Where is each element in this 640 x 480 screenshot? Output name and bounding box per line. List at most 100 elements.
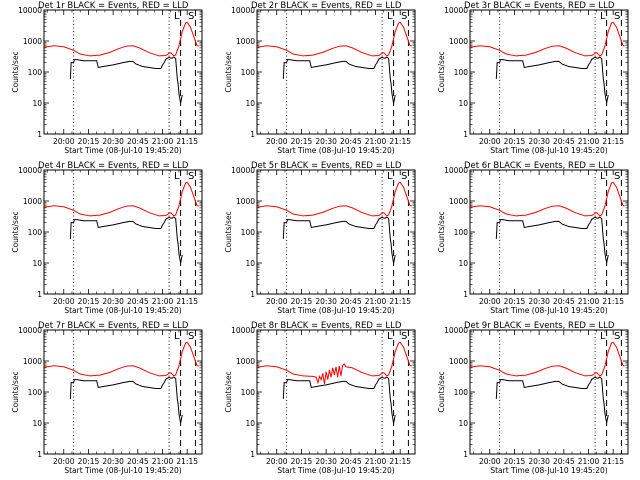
x-tick-label: 20:15: [291, 457, 313, 466]
y-tick-label: 10: [245, 99, 255, 108]
panel-title: Det 9r BLACK = Events, RED = LLD: [464, 321, 615, 331]
y-tick-label: 10: [458, 259, 468, 268]
events-series-line: [495, 216, 609, 264]
x-tick-label: 21:15: [389, 457, 411, 466]
y-tick-label: 10000: [444, 166, 468, 175]
y-tick-label: 1: [37, 450, 42, 459]
x-tick-label: 20:15: [78, 457, 100, 466]
y-tick-label: 1000: [449, 357, 468, 366]
x-tick-label: 20:00: [479, 137, 501, 146]
x-tick-label: 21:00: [152, 297, 174, 306]
x-tick-label: 21:00: [578, 297, 600, 306]
x-tick-label: 20:00: [53, 137, 75, 146]
plot-frame: [469, 9, 629, 135]
y-axis-label: Counts/sec: [11, 371, 20, 412]
x-tick-label: 21:15: [389, 297, 411, 306]
x-tick-label: 20:15: [504, 457, 526, 466]
lld-series-line: [44, 341, 199, 377]
y-axis-label: Counts/sec: [11, 51, 20, 92]
x-tick-label: 20:00: [53, 297, 75, 306]
y-tick-label: 1: [37, 130, 42, 139]
x-axis-label: Start Time (08-Jul-10 19:45:20): [64, 146, 181, 155]
dashed-marker-label: L: [174, 331, 180, 342]
panel-det-3r: Det 3r BLACK = Events, RED = LLD 1 10 100 10…: [437, 1, 629, 155]
y-tick-label: 100: [28, 68, 43, 77]
x-tick-label: 20:00: [266, 137, 288, 146]
dashed-marker-label: L: [387, 11, 393, 22]
lld-series-line: [470, 21, 625, 57]
x-tick-label: 20:30: [102, 297, 124, 306]
x-tick-label: 21:00: [365, 297, 387, 306]
y-axis-label: Counts/sec: [437, 51, 446, 92]
y-tick-label: 1: [37, 290, 42, 299]
y-tick-label: 100: [241, 68, 256, 77]
x-axis-label: Start Time (08-Jul-10 19:45:20): [64, 306, 181, 315]
y-tick-label: 1000: [23, 37, 42, 46]
dashed-marker-label: S: [188, 171, 194, 182]
x-tick-label: 21:00: [365, 457, 387, 466]
panel-det-2r: Det 2r BLACK = Events, RED = LLD 1 10 100 10…: [224, 1, 416, 155]
y-tick-label: 1000: [236, 357, 255, 366]
y-tick-label: 1: [463, 450, 468, 459]
x-tick-label: 20:15: [291, 137, 313, 146]
y-tick-label: 10000: [18, 6, 42, 15]
dashed-marker-label: S: [614, 331, 620, 342]
panel-det-5r: Det 5r BLACK = Events, RED = LLD 1 10 100 10…: [224, 161, 416, 315]
y-tick-label: 1: [250, 130, 255, 139]
lld-series-line: [257, 341, 412, 385]
events-series-line: [282, 376, 396, 424]
panel-det-4r: Det 4r BLACK = Events, RED = LLD 1 10 100 10…: [11, 161, 203, 315]
events-series-line: [69, 56, 183, 104]
y-tick-label: 100: [28, 228, 43, 237]
x-tick-label: 20:30: [315, 297, 337, 306]
lld-series-line: [257, 21, 412, 57]
y-tick-label: 1000: [23, 357, 42, 366]
y-tick-label: 10000: [444, 326, 468, 335]
y-tick-label: 10: [32, 99, 42, 108]
x-tick-label: 20:15: [504, 137, 526, 146]
dashed-marker-label: S: [614, 11, 620, 22]
x-tick-label: 21:15: [389, 137, 411, 146]
events-series-line: [69, 376, 183, 424]
x-tick-label: 20:15: [504, 297, 526, 306]
x-axis-label: Start Time (08-Jul-10 19:45:20): [490, 466, 607, 475]
lld-series-line: [44, 181, 199, 217]
y-axis-label: Counts/sec: [11, 211, 20, 252]
y-tick-label: 100: [241, 388, 256, 397]
dashed-marker-label: L: [600, 171, 606, 182]
y-tick-label: 1000: [23, 197, 42, 206]
x-tick-label: 20:30: [102, 457, 124, 466]
x-tick-label: 20:30: [315, 137, 337, 146]
panel-title: Det 3r BLACK = Events, RED = LLD: [464, 1, 615, 11]
x-tick-label: 20:30: [315, 457, 337, 466]
x-axis-label: Start Time (08-Jul-10 19:45:20): [64, 466, 181, 475]
x-tick-label: 20:15: [78, 137, 100, 146]
plot-frame: [256, 169, 416, 295]
panel-det-7r: Det 7r BLACK = Events, RED = LLD 1 10 100 10…: [11, 321, 203, 475]
y-axis-label: Counts/sec: [437, 371, 446, 412]
plot-frame: [256, 329, 416, 455]
x-tick-label: 20:45: [127, 137, 149, 146]
x-tick-label: 20:00: [53, 457, 75, 466]
lld-series-line: [470, 341, 625, 377]
x-tick-label: 21:15: [602, 297, 624, 306]
y-tick-label: 1: [463, 130, 468, 139]
y-tick-label: 1: [250, 290, 255, 299]
x-tick-label: 20:45: [553, 137, 575, 146]
plot-frame: [43, 169, 203, 295]
dashed-marker-label: L: [600, 11, 606, 22]
lld-series-line: [257, 181, 412, 217]
y-axis-label: Counts/sec: [224, 371, 233, 412]
events-series-line: [495, 56, 609, 104]
y-tick-label: 10: [245, 259, 255, 268]
x-tick-label: 20:45: [127, 297, 149, 306]
dashed-marker-label: L: [174, 171, 180, 182]
y-tick-label: 1000: [449, 37, 468, 46]
dashed-marker-label: L: [600, 331, 606, 342]
panel-det-8r: Det 8r BLACK = Events, RED = LLD 1 10 100 10…: [224, 321, 416, 475]
plot-frame: [469, 329, 629, 455]
y-tick-label: 10: [32, 419, 42, 428]
y-tick-label: 10000: [231, 6, 255, 15]
plot-frame: [256, 9, 416, 135]
